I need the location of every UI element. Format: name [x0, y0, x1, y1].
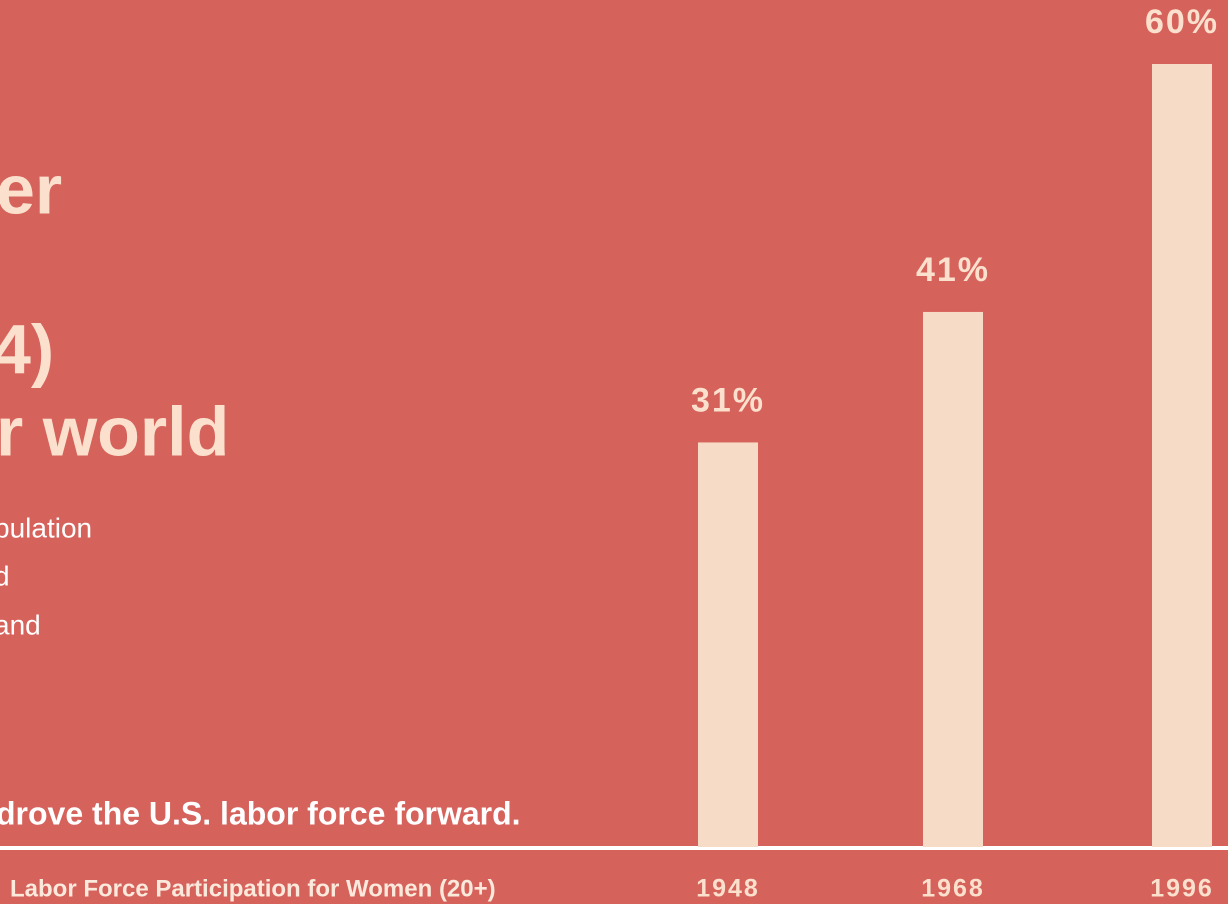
value-label: 60%	[1145, 3, 1219, 41]
bar	[923, 311, 983, 847]
body-line: and	[0, 609, 41, 640]
body-line: d	[0, 560, 10, 591]
bar	[1152, 64, 1212, 847]
axis-title: Labor Force Participation for Women (20+…	[10, 875, 496, 902]
heading-line: r world	[0, 392, 229, 470]
heading-line: er	[0, 150, 62, 228]
x-tick-label: 1948	[696, 875, 760, 903]
x-tick-label: 1996	[1150, 875, 1214, 903]
x-tick-label: 1968	[921, 875, 985, 903]
lead-text: drove the U.S. labor force forward.	[0, 795, 521, 831]
bar	[698, 442, 758, 847]
baseline	[0, 846, 1228, 850]
value-label: 31%	[691, 381, 765, 419]
body-line: pulation	[0, 512, 92, 543]
heading-line: 4)	[0, 310, 54, 388]
value-label: 41%	[916, 251, 990, 289]
